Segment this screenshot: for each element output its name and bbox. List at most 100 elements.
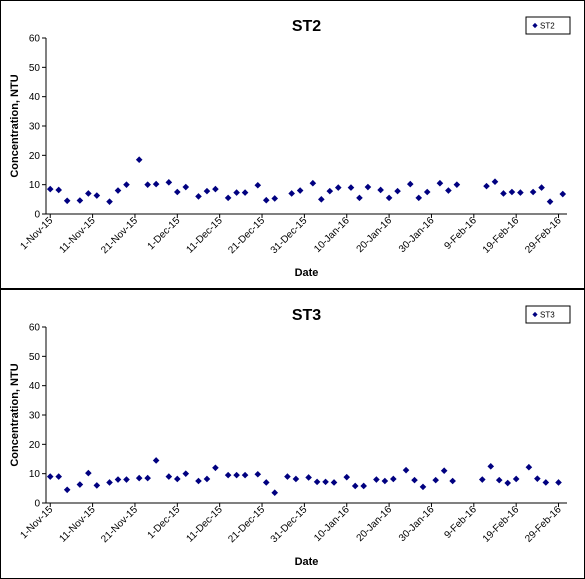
data-point <box>254 181 262 189</box>
data-point <box>483 182 490 190</box>
data-point <box>373 476 380 483</box>
data-point <box>402 466 410 474</box>
data-point <box>432 476 439 484</box>
data-point <box>152 457 160 464</box>
y-tick-label: 0 <box>34 210 40 221</box>
data-point <box>390 475 397 483</box>
data-point <box>356 194 363 202</box>
data-point <box>546 198 554 205</box>
data-point <box>106 198 113 205</box>
data-point <box>334 184 342 191</box>
data-point <box>313 478 321 486</box>
data-point <box>360 482 367 490</box>
x-tick-label: 29-Feb-16 <box>523 504 564 545</box>
legend-marker <box>532 311 538 318</box>
data-point <box>203 187 211 195</box>
data-point <box>224 471 232 479</box>
chart-title: ST3 <box>292 307 321 324</box>
x-tick-label: 1-Nov-15 <box>18 504 55 541</box>
x-tick-label: 21-Dec-15 <box>226 215 267 256</box>
data-point <box>415 194 423 202</box>
x-tick-label: 30-Jan-16 <box>397 504 437 544</box>
data-point <box>394 187 401 195</box>
data-point <box>212 464 219 472</box>
data-point <box>271 489 279 497</box>
data-point <box>85 190 92 197</box>
chart-title: ST2 <box>292 18 321 35</box>
data-point <box>318 196 325 203</box>
x-tick-label: 20-Jan-16 <box>355 215 395 255</box>
data-point <box>296 187 304 194</box>
y-axis-title: Concentration, NTU <box>9 74 21 177</box>
data-point <box>364 183 372 191</box>
data-point <box>85 469 92 477</box>
data-point <box>284 473 291 480</box>
x-tick-label: 11-Nov-15 <box>57 504 98 545</box>
legend-box <box>525 305 571 324</box>
data-point <box>93 482 101 489</box>
x-tick-label: 21-Nov-15 <box>99 504 140 545</box>
legend-label: ST3 <box>540 311 555 320</box>
x-tick-label: 11-Dec-15 <box>185 504 226 545</box>
data-point <box>224 194 232 202</box>
data-point <box>46 473 54 480</box>
data-point <box>500 190 507 197</box>
data-point <box>165 473 173 480</box>
data-point <box>411 476 418 484</box>
data-point <box>406 180 414 188</box>
data-point <box>123 181 130 188</box>
data-point <box>165 179 173 186</box>
data-point <box>449 477 456 485</box>
data-point <box>63 197 71 205</box>
data-point <box>114 476 122 483</box>
y-tick-label: 20 <box>29 440 41 451</box>
legend-label: ST2 <box>540 22 555 31</box>
data-point <box>195 193 202 200</box>
x-tick-label: 1-Nov-15 <box>18 215 55 252</box>
x-tick-label: 31-Dec-15 <box>269 504 310 545</box>
data-point <box>123 476 130 483</box>
y-tick-label: 30 <box>29 122 41 133</box>
x-tick-label: 30-Jan-16 <box>397 215 437 255</box>
data-point <box>512 475 520 483</box>
data-point <box>212 185 219 193</box>
x-tick-label: 31-Dec-15 <box>269 215 310 256</box>
chart-panel-st2: ST2 0 10 20 30 40 50 60 1-Nov-15 11-Nov-15 21-Nov-… <box>0 0 585 289</box>
data-point <box>385 194 393 202</box>
x-tick-label: 19-Feb-16 <box>481 215 522 256</box>
x-tick-label: 11-Nov-15 <box>57 215 98 256</box>
data-point <box>351 482 359 490</box>
y-tick-label: 10 <box>29 469 41 480</box>
data-point <box>46 185 54 193</box>
data-point <box>508 188 516 196</box>
data-point <box>135 156 143 164</box>
data-point <box>203 475 211 483</box>
legend-box <box>525 16 571 35</box>
data-point <box>271 195 279 202</box>
data-point <box>440 467 448 475</box>
x-tick-label: 21-Dec-15 <box>226 504 267 545</box>
chart-st2: ST2 0 10 20 30 40 50 60 1-Nov-15 11-Nov-15 21-Nov-… <box>9 16 571 279</box>
data-point <box>152 180 160 188</box>
data-point <box>195 477 202 485</box>
x-tick-label: 1-Dec-15 <box>146 215 183 252</box>
data-point <box>135 474 143 482</box>
chart-st3: ST3 0 10 20 30 40 50 60 1-Nov-15 11-Nov-15 21-Nov-… <box>9 305 571 568</box>
data-point <box>495 476 503 484</box>
data-point <box>55 473 63 480</box>
legend-marker <box>532 22 538 29</box>
y-tick-label: 40 <box>29 92 41 103</box>
y-tick-label: 0 <box>34 499 40 510</box>
data-point <box>174 188 181 196</box>
data-point <box>445 187 452 194</box>
data-point <box>436 179 444 187</box>
x-axis-title: Date <box>295 267 319 279</box>
data-point <box>559 190 567 198</box>
x-tick-label: 29-Feb-16 <box>523 215 564 256</box>
data-point <box>174 475 181 483</box>
data-point <box>343 473 351 481</box>
data-point <box>309 179 317 187</box>
y-tick-label: 50 <box>29 352 41 363</box>
data-point <box>305 474 312 481</box>
data-point <box>144 181 151 188</box>
